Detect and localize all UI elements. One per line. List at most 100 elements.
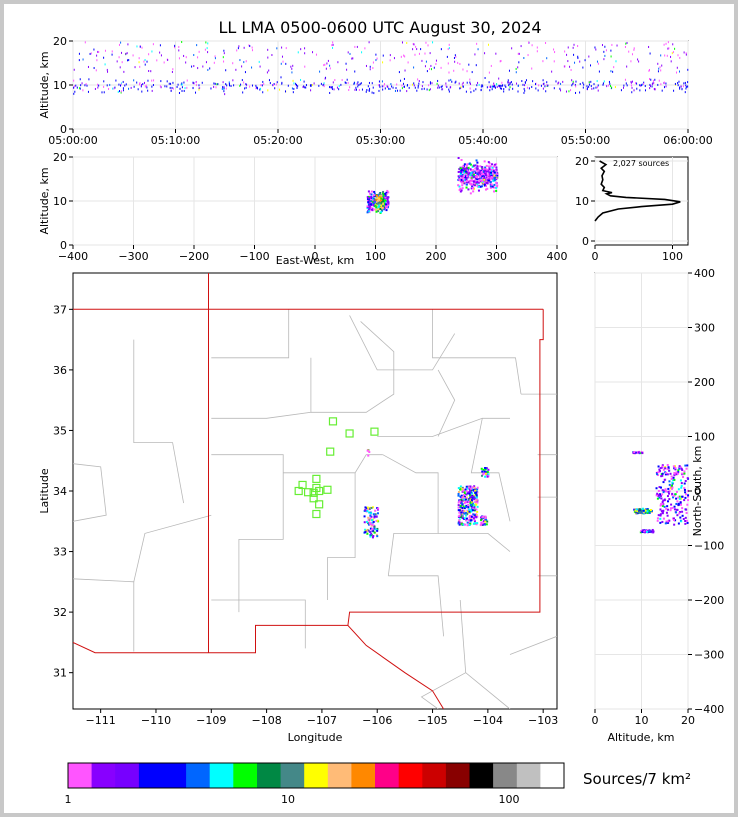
altitude-time-source bbox=[648, 68, 650, 71]
altitude-time-source bbox=[351, 57, 353, 60]
altitude-time-source bbox=[185, 56, 187, 59]
altitude-time-source bbox=[440, 48, 442, 51]
altitude-time-source bbox=[239, 84, 241, 87]
northsouth-source bbox=[642, 509, 645, 512]
altitude-time-source bbox=[577, 55, 579, 58]
altitude-eastwest-source bbox=[366, 207, 369, 210]
altitude-time-source bbox=[111, 50, 113, 53]
altitude-time-source bbox=[511, 47, 513, 50]
altitude-time-source bbox=[87, 90, 89, 93]
altitude-eastwest-source bbox=[484, 168, 487, 171]
altitude-eastwest-source bbox=[367, 190, 370, 193]
altitude-time-source bbox=[542, 87, 544, 90]
altitude-time-source bbox=[145, 84, 147, 87]
northsouth-source bbox=[661, 465, 664, 468]
altitude-time-source bbox=[686, 85, 688, 88]
altitude-time-source bbox=[360, 82, 362, 85]
altitude-time-source bbox=[319, 70, 321, 73]
altitude-eastwest-source bbox=[378, 200, 381, 203]
altitude-time-source bbox=[420, 48, 422, 51]
altitude-time-source bbox=[214, 55, 216, 58]
altitude-eastwest-source bbox=[487, 165, 490, 168]
altitude-time-source bbox=[515, 71, 517, 74]
northsouth-source bbox=[676, 472, 679, 475]
altitude-time-source bbox=[523, 91, 525, 94]
altitude-eastwest-source bbox=[376, 196, 379, 199]
northsouth-source bbox=[672, 465, 675, 468]
northsouth-source bbox=[675, 471, 678, 474]
altitude-eastwest-source bbox=[366, 196, 369, 199]
altitude-time-source bbox=[163, 61, 165, 64]
altitude-time-source bbox=[528, 87, 530, 90]
northsouth-source bbox=[655, 471, 658, 474]
altitude-time-source bbox=[423, 87, 425, 90]
northsouth-source bbox=[641, 530, 644, 533]
northsouth-source bbox=[666, 508, 669, 511]
plan-view-source bbox=[369, 523, 372, 526]
altitude-time-source bbox=[291, 67, 293, 70]
northsouth-source bbox=[669, 472, 672, 475]
northsouth-altitude-ytick-label: 300 bbox=[694, 322, 715, 335]
plan-view-source bbox=[461, 496, 464, 499]
altitude-time-source bbox=[258, 60, 260, 63]
altitude-time-source bbox=[596, 80, 598, 83]
altitude-eastwest-source bbox=[462, 167, 465, 170]
altitude-eastwest-source bbox=[457, 157, 460, 159]
altitude-time-source bbox=[199, 86, 201, 89]
northsouth-source bbox=[659, 508, 662, 511]
altitude-eastwest-source bbox=[489, 165, 492, 168]
altitude-time-source bbox=[679, 56, 681, 59]
altitude-time-source bbox=[553, 60, 555, 63]
altitude-eastwest-source bbox=[386, 204, 389, 207]
altitude-time-source bbox=[521, 80, 523, 83]
altitude-eastwest-source bbox=[369, 199, 372, 202]
altitude-time-source bbox=[685, 87, 687, 90]
altitude-time-source bbox=[577, 45, 579, 48]
northsouth-source bbox=[681, 495, 684, 498]
altitude-time-source bbox=[207, 68, 209, 71]
plan-view-source bbox=[468, 511, 471, 514]
plan-view-source bbox=[472, 517, 475, 520]
plan-view-source bbox=[363, 515, 366, 518]
altitude-eastwest-source bbox=[378, 198, 381, 201]
altitude-time-source bbox=[440, 86, 442, 89]
altitude-eastwest-source bbox=[487, 161, 490, 164]
altitude-time-source bbox=[106, 84, 108, 87]
altitude-eastwest-source bbox=[495, 166, 498, 169]
altitude-time-source bbox=[122, 80, 124, 83]
altitude-time-source bbox=[630, 84, 632, 87]
altitude-time-source bbox=[152, 43, 154, 46]
northsouth-source bbox=[680, 472, 683, 475]
altitude-time-source bbox=[315, 53, 317, 56]
altitude-time-source bbox=[433, 66, 435, 69]
plan-view-source bbox=[472, 522, 475, 525]
plan-view-source bbox=[366, 449, 369, 452]
plan-view-source bbox=[376, 529, 379, 532]
altitude-time-source bbox=[469, 82, 471, 85]
altitude-time-source bbox=[284, 90, 286, 93]
altitude-time-source bbox=[543, 82, 545, 85]
altitude-eastwest-source bbox=[486, 182, 489, 185]
altitude-time-source bbox=[193, 82, 195, 85]
altitude-time-source bbox=[222, 81, 224, 84]
altitude-time-source bbox=[141, 90, 143, 93]
plan-view-xtick-label: −105 bbox=[417, 714, 447, 727]
plan-view-source bbox=[473, 485, 476, 488]
altitude-eastwest-source bbox=[468, 182, 471, 185]
altitude-eastwest-source bbox=[493, 171, 496, 174]
altitude-eastwest-source bbox=[384, 196, 387, 199]
altitude-time-source bbox=[684, 91, 686, 94]
altitude-time-source bbox=[372, 67, 374, 70]
altitude-time-source bbox=[638, 60, 640, 63]
altitude-time-source bbox=[300, 78, 302, 81]
colorbar-swatch bbox=[186, 763, 211, 788]
altitude-time-source bbox=[282, 60, 284, 63]
altitude-eastwest-source bbox=[490, 183, 493, 186]
plan-view-source bbox=[371, 536, 374, 539]
altitude-time-source bbox=[329, 67, 331, 70]
altitude-time-source bbox=[450, 78, 452, 81]
altitude-eastwest-source bbox=[370, 193, 373, 196]
altitude-time-source bbox=[681, 88, 683, 91]
altitude-eastwest-source bbox=[467, 181, 470, 184]
altitude-eastwest-source bbox=[469, 180, 472, 183]
